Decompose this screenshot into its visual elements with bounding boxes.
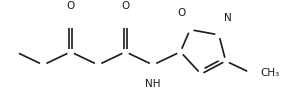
Text: NH: NH — [145, 79, 161, 89]
Text: O: O — [121, 1, 130, 11]
Text: CH₃: CH₃ — [260, 68, 279, 78]
Text: O: O — [67, 1, 75, 11]
Text: N: N — [224, 13, 231, 23]
Text: O: O — [178, 8, 186, 18]
